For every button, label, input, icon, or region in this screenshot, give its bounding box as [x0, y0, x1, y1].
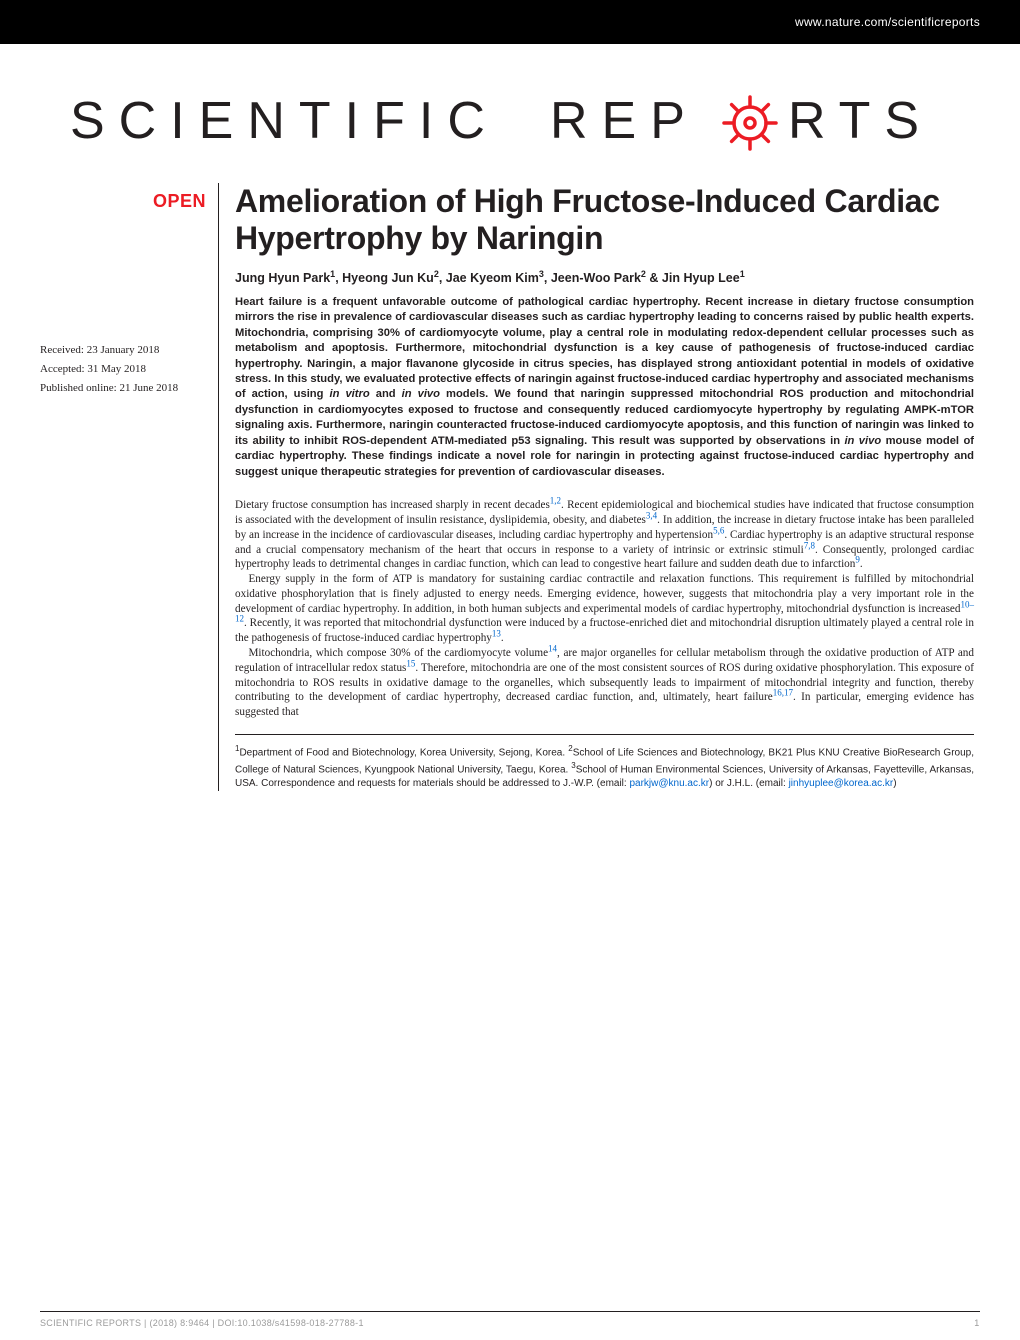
body-paragraph: Mitochondria, which compose 30% of the c… [235, 646, 974, 720]
article-dates: Received: 23 January 2018 Accepted: 31 M… [40, 342, 206, 397]
affiliations: 1Department of Food and Biotechnology, K… [235, 734, 974, 791]
article-body: Dietary fructose consumption has increas… [235, 498, 974, 720]
article-title: Amelioration of High Fructose-Induced Ca… [235, 183, 974, 257]
svg-text:SCIENTIFIC: SCIENTIFIC [70, 92, 499, 150]
left-column: OPEN Received: 23 January 2018 Accepted:… [40, 183, 218, 791]
open-access-badge: OPEN [40, 191, 206, 212]
date-accepted: Accepted: 31 May 2018 [40, 361, 206, 378]
svg-text:RTS: RTS [788, 92, 933, 150]
header-band: www.nature.com/scientificreports [0, 0, 1020, 44]
svg-text:REP: REP [550, 92, 699, 150]
body-paragraph: Dietary fructose consumption has increas… [235, 498, 974, 572]
footer-page-number: 1 [974, 1318, 980, 1328]
body-paragraph: Energy supply in the form of ATP is mand… [235, 572, 974, 646]
date-published: Published online: 21 June 2018 [40, 380, 206, 397]
article-main: Amelioration of High Fructose-Induced Ca… [218, 183, 980, 791]
journal-logo: SCIENTIFIC REP RTS [0, 88, 1020, 163]
article-authors: Jung Hyun Park1, Hyeong Jun Ku2, Jae Kye… [235, 269, 974, 285]
content: OPEN Received: 23 January 2018 Accepted:… [0, 183, 1020, 791]
article-abstract: Heart failure is a frequent unfavorable … [235, 295, 974, 480]
journal-url[interactable]: www.nature.com/scientificreports [795, 15, 980, 29]
date-received: Received: 23 January 2018 [40, 342, 206, 359]
footer-citation: SCIENTIFIC REPORTS | (2018) 8:9464 | DOI… [40, 1318, 364, 1328]
page-footer: SCIENTIFIC REPORTS | (2018) 8:9464 | DOI… [40, 1311, 980, 1328]
